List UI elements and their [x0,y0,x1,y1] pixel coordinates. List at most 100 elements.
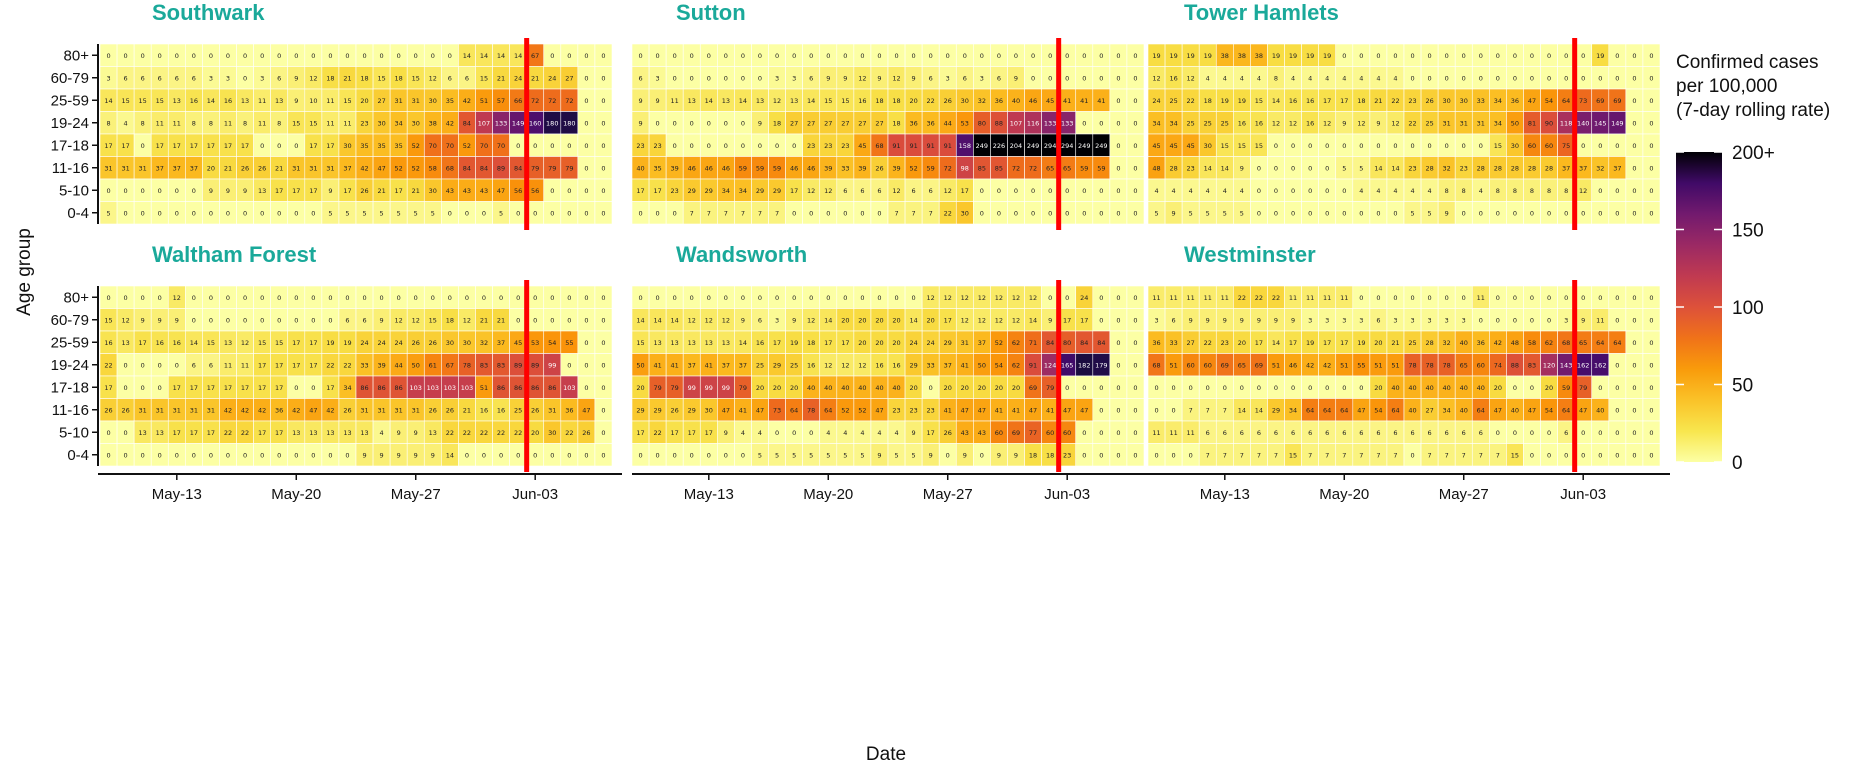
cell-label: 9 [963,451,967,459]
cell-label: 0 [1598,294,1602,302]
cell-label: 0 [1615,429,1619,437]
cell-label: 50 [978,361,986,369]
cell-label: 72 [1029,164,1037,172]
cell-label: 0 [1133,406,1137,414]
cell-label: 56 [531,187,539,195]
cell-label: 15 [1289,451,1297,459]
cell-label: 42 [292,406,300,414]
cell-label: 14 [1272,97,1280,105]
cell-label: 9 [397,451,401,459]
cell-label: 0 [482,451,486,459]
cell-label: 29 [1272,406,1280,414]
cell-label: 50 [636,361,644,369]
cell-label: 13 [258,187,266,195]
cell-label: 0 [584,316,588,324]
cell-label: 99 [688,384,696,392]
cell-label: 0 [1649,451,1653,459]
cell-label: 83 [1528,361,1536,369]
cell-label: 0 [414,294,418,302]
cell-label: 0 [141,384,145,392]
cell-label: 40 [1425,384,1433,392]
cell-label: 35 [653,164,661,172]
cell-label: 31 [173,406,181,414]
cell-label: 15 [1238,142,1246,150]
cell-label: 31 [961,339,969,347]
y-tick-label: 11-16 [52,160,89,177]
x-tick-label: Jun-03 [512,486,558,503]
cell-label: 22 [1187,97,1195,105]
cell-label: 6 [1274,429,1278,437]
cell-label: 20 [841,316,849,324]
cell-label: 35 [377,142,385,150]
cell-label: 14 [104,97,112,105]
cell-label: 0 [1206,384,1210,392]
cell-label: 0 [448,52,452,60]
cell-label: 0 [192,451,196,459]
cell-label: 9 [912,74,916,82]
cell-label: 52 [412,142,420,150]
cell-label: 0 [158,187,162,195]
cell-label: 11 [1306,294,1314,302]
cell-label: 40 [1460,406,1468,414]
cell-label: 30 [343,142,351,150]
cell-label: 9 [158,316,162,324]
cell-label: 13 [121,339,129,347]
cell-label: 0 [1445,294,1449,302]
cell-label: 0 [141,142,145,150]
cell-label: 0 [567,361,571,369]
cell-label: 53 [531,339,539,347]
cell-label: 0 [1133,164,1137,172]
cell-label: 47 [1080,406,1088,414]
cell-label: 17 [121,142,129,150]
cell-label: 0 [550,294,554,302]
cell-label: 84 [514,164,522,172]
cell-label: 0 [1099,406,1103,414]
cell-label: 44 [944,119,952,127]
cell-label: 0 [1462,142,1466,150]
cell-label: 8 [1530,187,1534,195]
cell-label: 0 [1393,52,1397,60]
cell-label: 0 [1632,361,1636,369]
cell-label: 0 [1099,119,1103,127]
cell-label: 6 [758,316,762,324]
cell-label: 48 [1152,164,1160,172]
cell-label: 42 [463,97,471,105]
cell-label: 0 [1513,316,1517,324]
cell-label: 0 [1445,52,1449,60]
cell-label: 0 [601,164,605,172]
cell-label: 0 [656,52,660,60]
cell-label: 62 [1012,339,1020,347]
cell-label: 19 [326,339,334,347]
cell-label: 16 [892,361,900,369]
cell-label: 0 [1133,187,1137,195]
cell-label: 40 [1477,384,1485,392]
cell-label: 0 [690,294,694,302]
cell-label: 0 [601,361,605,369]
cell-label: 4 [1410,187,1414,195]
cell-label: 15 [1255,97,1263,105]
cell-label: 6 [345,316,349,324]
cell-label: 36 [565,406,573,414]
cell-label: 11 [258,119,266,127]
cell-label: 47 [756,406,764,414]
cell-label: 15 [156,97,164,105]
cell-label: 11 [343,119,351,127]
cell-label: 14 [909,316,917,324]
cell-label: 12 [841,361,849,369]
cell-label: 21 [275,164,283,172]
cell-label: 0 [1342,142,1346,150]
cell-label: 39 [858,164,866,172]
cell-label: 23 [1221,339,1229,347]
cell-label: 0 [550,142,554,150]
cell-label: 5 [397,209,401,217]
cell-label: 0 [124,384,128,392]
cell-label: 22 [1408,119,1416,127]
cell-label: 20 [773,384,781,392]
cell-label: 5 [1342,164,1346,172]
cell-label: 0 [567,52,571,60]
cell-label: 6 [1564,429,1568,437]
cell-label: 0 [912,52,916,60]
cell-label: 85 [978,164,986,172]
cell-label: 14 [1204,164,1212,172]
cell-label: 0 [567,142,571,150]
